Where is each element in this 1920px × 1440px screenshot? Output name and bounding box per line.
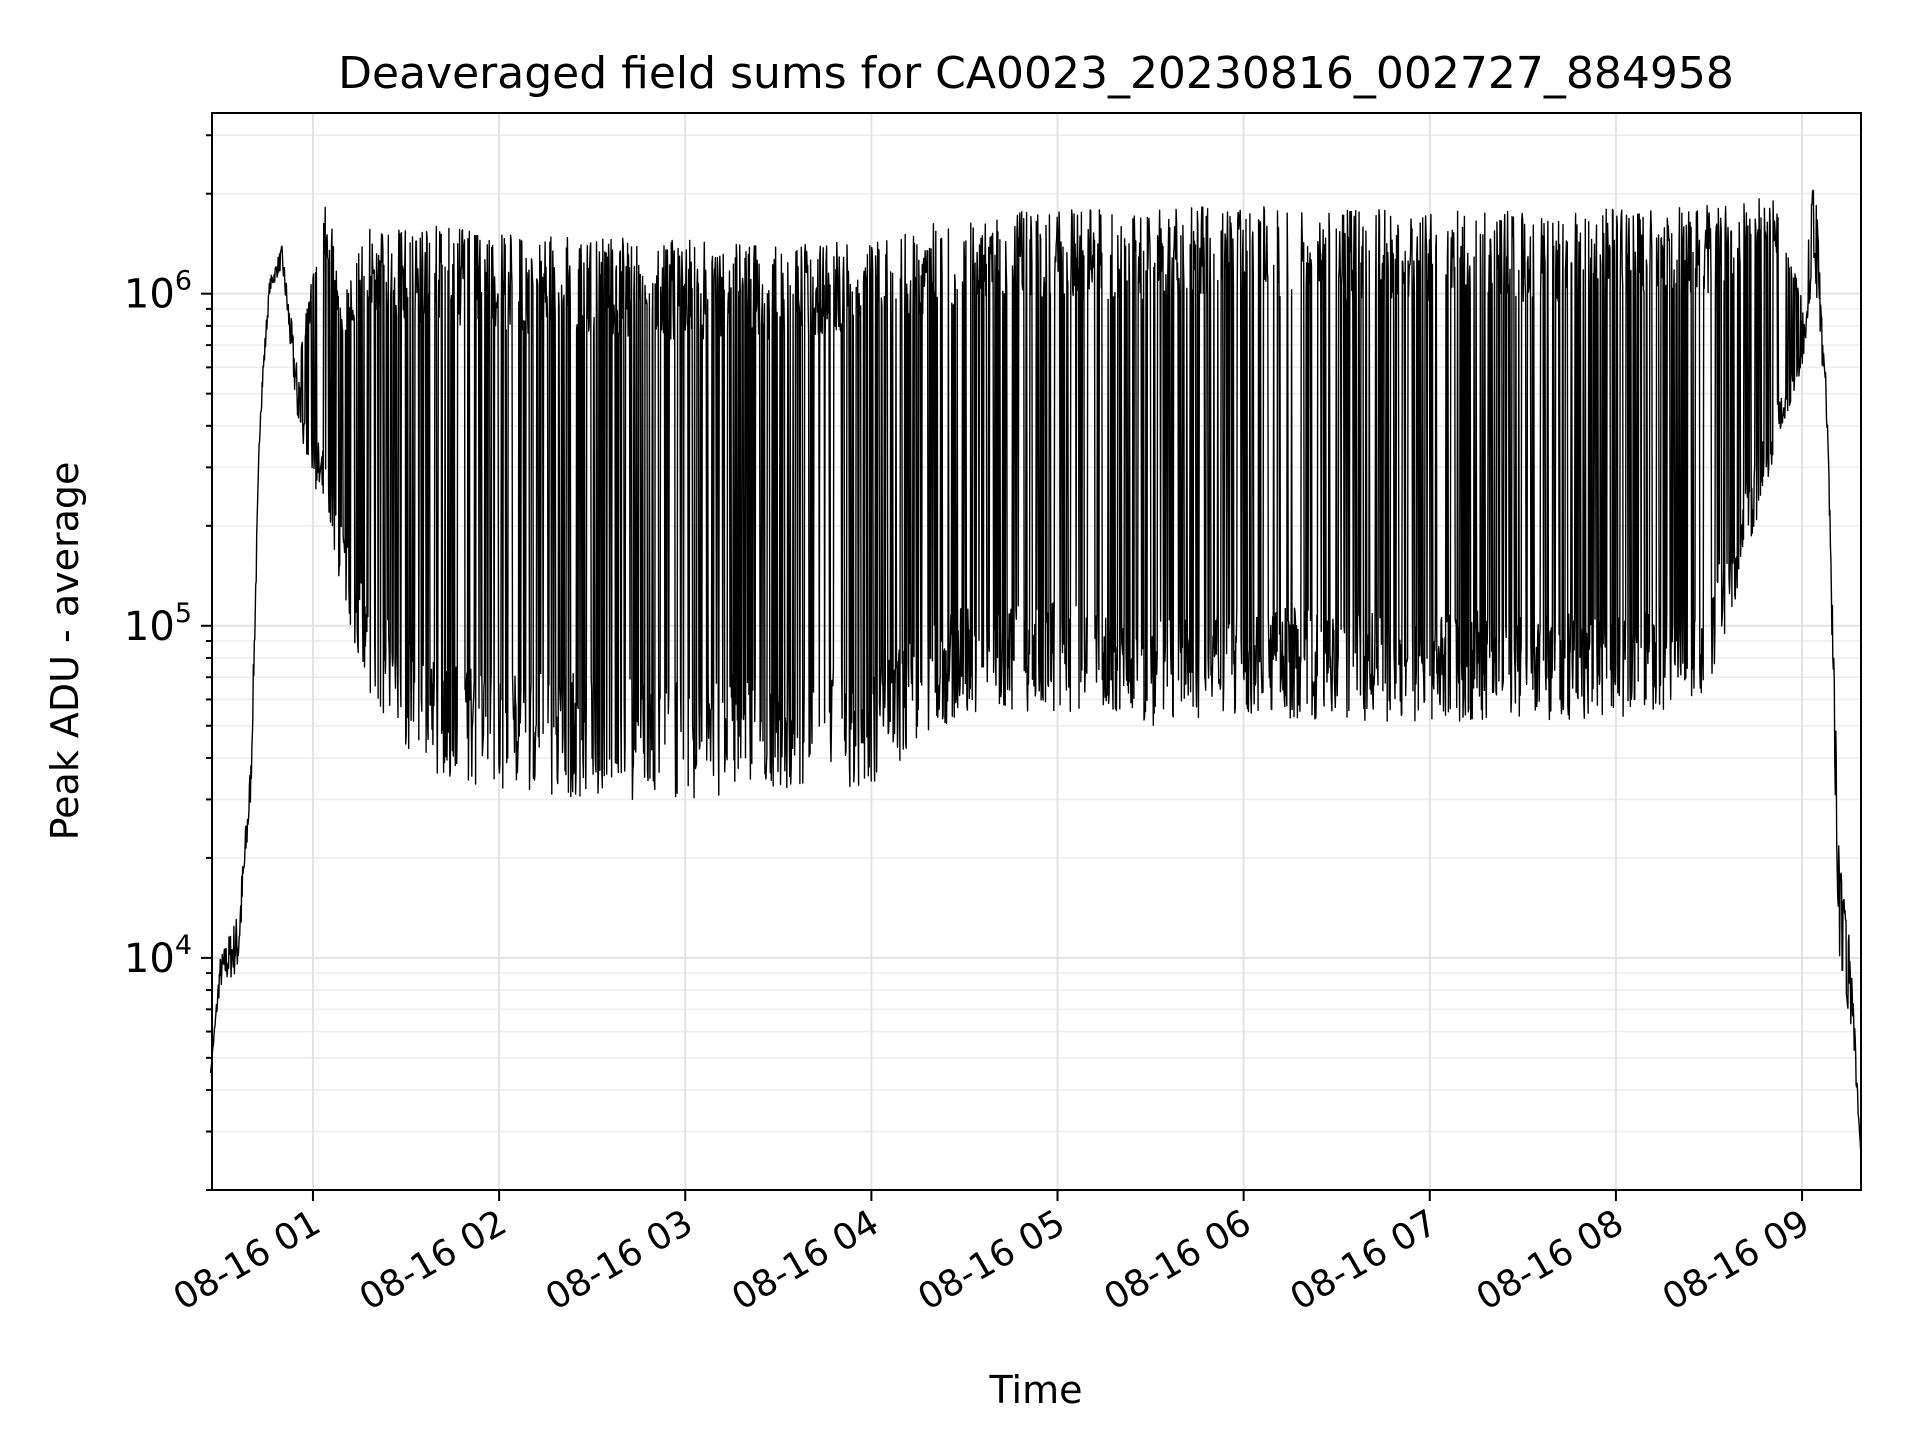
- y-tick-label: 106: [124, 266, 192, 318]
- plot-frame: [211, 112, 1862, 1191]
- series-line: [209, 189, 1862, 1158]
- y-axis-label: Peak ADU - average: [43, 462, 87, 841]
- series-path: [209, 189, 1862, 1158]
- y-axis: 104 105 106: [124, 134, 212, 1191]
- chart-title: Deaveraged field sums for CA0023_2023081…: [338, 48, 1734, 99]
- x-axis-label: Time: [989, 1368, 1083, 1412]
- y-tick-label: 105: [124, 598, 192, 650]
- y-tick-label: 104: [124, 930, 192, 982]
